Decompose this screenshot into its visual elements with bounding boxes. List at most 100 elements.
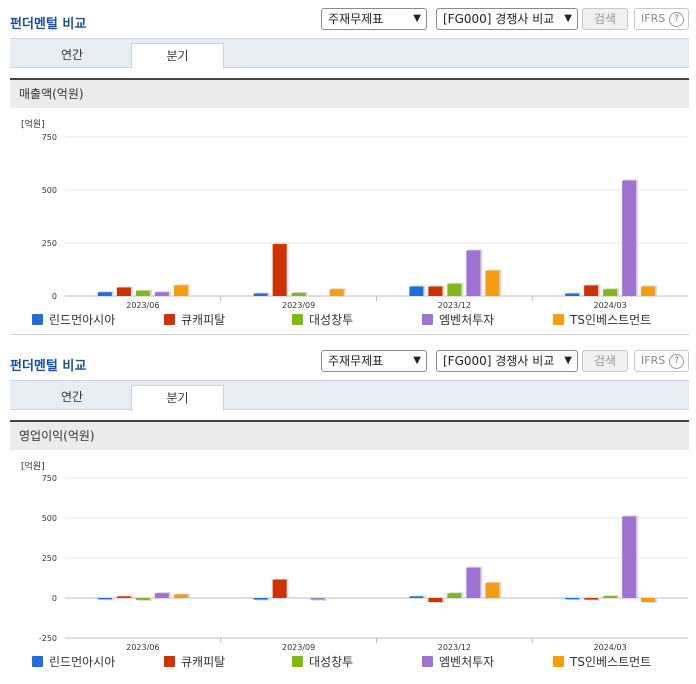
revenue-bar-chart: 0 250 500 750 2023/06 2023/09 2023/12 2024/03 bbox=[42, 133, 688, 310]
legend-label: TS인베스트먼트 bbox=[570, 655, 652, 669]
comparison-group-value: [FG000] 경쟁사 비교 bbox=[443, 12, 555, 26]
comparison-group-select[interactable]: [FG000] 경쟁사 비교 ▼ bbox=[436, 8, 578, 30]
bar bbox=[329, 289, 344, 296]
x-tick-label: 2024/03 bbox=[594, 301, 627, 310]
bar bbox=[310, 598, 325, 600]
y-tick-label: -250 bbox=[39, 634, 57, 643]
bar bbox=[428, 598, 443, 602]
legend-swatch bbox=[422, 656, 433, 667]
x-tick-label: 2023/09 bbox=[282, 643, 315, 652]
y-tick-label: 250 bbox=[42, 554, 57, 563]
bar-shadow bbox=[137, 599, 152, 601]
operating-income-bar-chart: -250 0 250 500 750 2023/06 2023/09 2023/12 2024/… bbox=[39, 474, 688, 652]
bar bbox=[97, 598, 112, 600]
legend-item[interactable]: 큐캐피탈 bbox=[164, 654, 225, 670]
legend-swatch bbox=[292, 314, 303, 325]
bar bbox=[603, 289, 618, 296]
bar bbox=[116, 596, 131, 598]
bar-shadow bbox=[99, 599, 114, 601]
bar bbox=[466, 567, 481, 598]
legend-swatch bbox=[292, 656, 303, 667]
legend-item[interactable]: TS인베스트먼트 bbox=[553, 312, 651, 328]
bar bbox=[135, 598, 150, 600]
statement-type-select[interactable]: 주재무제표 ▼ bbox=[321, 8, 427, 30]
x-tick-label: 2023/09 bbox=[282, 301, 315, 310]
bar bbox=[253, 293, 268, 296]
bar bbox=[272, 579, 287, 598]
bar bbox=[154, 593, 169, 598]
comparison-group-select[interactable]: [FG000] 경쟁사 비교 ▼ bbox=[436, 350, 578, 372]
section-header: 매출액(억원) bbox=[10, 78, 689, 108]
legend-item[interactable]: 엠벤처투자 bbox=[422, 654, 494, 670]
legend-swatch bbox=[553, 656, 564, 667]
legend-label: TS인베스트먼트 bbox=[570, 313, 652, 327]
legend-item[interactable]: 큐캐피탈 bbox=[164, 312, 225, 328]
y-tick-label: 750 bbox=[42, 474, 57, 483]
legend-item[interactable]: 린드먼아시아 bbox=[32, 312, 115, 328]
legend-label: 대성창투 bbox=[309, 655, 354, 669]
legend-swatch bbox=[422, 314, 433, 325]
search-button[interactable]: 검색 bbox=[582, 350, 628, 372]
legend-item[interactable]: 엠벤처투자 bbox=[422, 312, 494, 328]
legend-label: 린드먼아시아 bbox=[49, 655, 116, 669]
search-button[interactable]: 검색 bbox=[582, 8, 628, 30]
gridlines: -250 0 250 500 750 bbox=[39, 474, 688, 643]
bar bbox=[447, 593, 462, 598]
legend-item[interactable]: 대성창투 bbox=[292, 654, 353, 670]
bar bbox=[447, 283, 462, 296]
bar-shadow bbox=[605, 595, 620, 597]
tab-quarterly[interactable]: 분기 bbox=[131, 43, 224, 69]
bar bbox=[584, 598, 599, 600]
y-tick-label: 250 bbox=[42, 239, 57, 248]
legend-label: 린드먼아시아 bbox=[49, 313, 116, 327]
legend-item[interactable]: TS인베스트먼트 bbox=[553, 654, 651, 670]
y-tick-label: 0 bbox=[52, 594, 57, 603]
legend-swatch bbox=[164, 314, 175, 325]
x-tick-label: 2023/06 bbox=[126, 301, 159, 310]
comparison-group-value: [FG000] 경쟁사 비교 bbox=[443, 354, 555, 368]
panel-title: 펀더멘털 비교 bbox=[10, 359, 87, 374]
statement-type-select[interactable]: 주재무제표 ▼ bbox=[321, 350, 427, 372]
bar bbox=[116, 287, 131, 296]
ifrs-button[interactable]: IFRS? bbox=[634, 8, 689, 30]
bar bbox=[485, 582, 500, 598]
legend-label: 큐캐피탈 bbox=[181, 655, 226, 669]
bar-shadow bbox=[118, 595, 133, 597]
x-tick-label: 2023/06 bbox=[126, 643, 159, 652]
legend-swatch bbox=[32, 314, 43, 325]
y-tick-label: 750 bbox=[42, 133, 57, 142]
bar bbox=[622, 516, 637, 598]
bar bbox=[485, 270, 500, 296]
bar bbox=[565, 293, 580, 296]
tab-annual[interactable]: 연간 bbox=[60, 390, 84, 404]
period-tabs: 연간 분기 bbox=[10, 380, 689, 411]
bar-shadow bbox=[586, 599, 601, 601]
help-icon[interactable]: ? bbox=[669, 12, 684, 27]
bar bbox=[409, 596, 424, 598]
statement-type-value: 주재무제표 bbox=[328, 354, 384, 368]
chevron-down-icon: ▼ bbox=[564, 13, 572, 24]
legend-label: 엠벤처투자 bbox=[439, 655, 495, 669]
bar bbox=[409, 286, 424, 296]
chart-legend: 린드먼아시아 큐캐피탈 대성창투 엠벤처투자 TS인베스트먼트 bbox=[0, 312, 696, 328]
statement-type-value: 주재무제표 bbox=[328, 12, 384, 26]
tab-annual[interactable]: 연간 bbox=[60, 48, 84, 62]
ifrs-button[interactable]: IFRS? bbox=[634, 350, 689, 372]
legend-label: 큐캐피탈 bbox=[181, 313, 226, 327]
help-icon[interactable]: ? bbox=[669, 354, 684, 369]
bar bbox=[291, 292, 306, 296]
bar bbox=[272, 244, 287, 296]
y-axis-unit: [억원] bbox=[21, 120, 45, 130]
bar bbox=[154, 292, 169, 296]
legend-item[interactable]: 대성창투 bbox=[292, 312, 353, 328]
x-tick-label: 2023/12 bbox=[438, 301, 471, 310]
legend-swatch bbox=[32, 656, 43, 667]
tab-quarterly[interactable]: 분기 bbox=[131, 385, 224, 411]
y-axis-unit: [억원] bbox=[21, 462, 45, 472]
divider bbox=[10, 334, 689, 335]
legend-item[interactable]: 린드먼아시아 bbox=[32, 654, 115, 670]
legend-label: 대성창투 bbox=[309, 313, 354, 327]
bar bbox=[584, 285, 599, 296]
bar-shadow bbox=[411, 595, 426, 597]
chart-legend: 린드먼아시아 큐캐피탈 대성창투 엠벤처투자 TS인베스트먼트 bbox=[0, 654, 696, 670]
